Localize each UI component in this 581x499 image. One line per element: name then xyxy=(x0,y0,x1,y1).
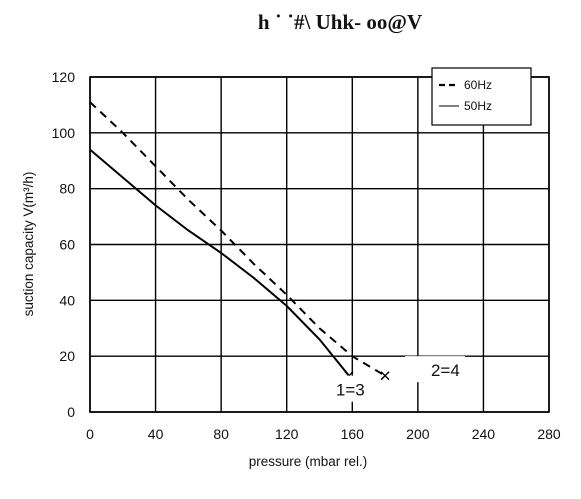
series-end-marker xyxy=(380,371,390,381)
y-axis-ticks: 0 20 40 60 80 100 120 xyxy=(52,69,76,420)
x-tick-label: 280 xyxy=(537,426,561,442)
y-tick-label: 100 xyxy=(52,125,76,141)
chart-title: h ˙ ˙#\ Uhk- oo@V xyxy=(258,10,422,34)
x-tick-label: 160 xyxy=(341,426,365,442)
legend-label-60hz: 60Hz xyxy=(464,78,492,92)
annotation-background xyxy=(309,375,370,402)
annotation-label: 1=3 xyxy=(336,381,365,400)
x-axis-label: pressure (mbar rel.) xyxy=(249,454,368,469)
annotation-label: 2=4 xyxy=(431,361,460,380)
x-tick-label: 40 xyxy=(148,426,164,442)
series-lines xyxy=(89,101,390,381)
x-tick-label: 120 xyxy=(275,426,299,442)
y-tick-label: 120 xyxy=(52,69,76,85)
legend-label-50hz: 50Hz xyxy=(464,99,492,113)
x-axis-ticks: 0 40 80 120 160 200 240 280 xyxy=(86,426,561,442)
legend: 60Hz 50Hz xyxy=(431,67,532,126)
x-tick-label: 200 xyxy=(406,426,430,442)
series-line-50hz xyxy=(89,148,350,377)
annotations: 1=3 2=4 xyxy=(309,356,465,402)
y-axis-label: suction capacity V(m³/h) xyxy=(21,172,36,317)
x-tick-label: 240 xyxy=(472,426,496,442)
y-tick-label: 40 xyxy=(59,292,75,308)
x-tick-label: 80 xyxy=(213,426,229,442)
x-tick-label: 0 xyxy=(86,426,94,442)
y-tick-label: 0 xyxy=(67,404,75,420)
series-line-60hz xyxy=(89,101,386,377)
legend-frame xyxy=(431,67,532,126)
annotation-background xyxy=(404,356,465,383)
y-tick-label: 60 xyxy=(59,237,75,253)
y-tick-label: 80 xyxy=(59,181,75,197)
plot-frame xyxy=(89,76,550,413)
grid xyxy=(89,76,550,413)
y-tick-label: 20 xyxy=(59,348,75,364)
